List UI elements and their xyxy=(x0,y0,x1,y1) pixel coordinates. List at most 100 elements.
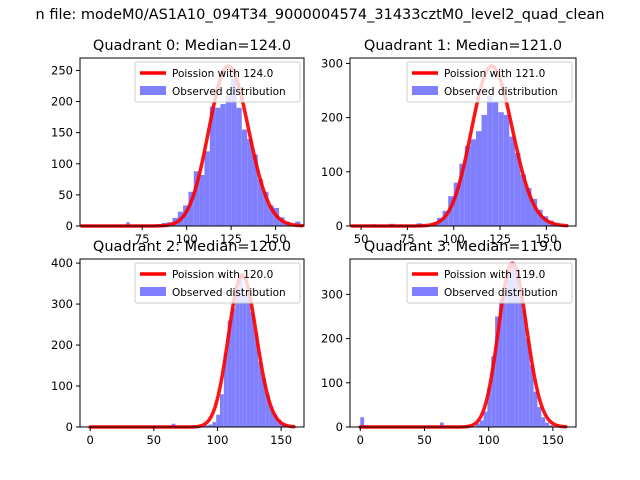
y-tick-label: 300 xyxy=(51,297,73,311)
histogram-bar xyxy=(475,131,482,226)
histogram-bar xyxy=(250,312,255,427)
histogram-bar xyxy=(262,377,266,427)
y-tick-label: 150 xyxy=(51,126,73,140)
y-tick-label: 200 xyxy=(321,111,343,125)
legend-hist-swatch xyxy=(140,86,166,95)
legend-curve-label: Poission with 120.0 xyxy=(172,269,273,281)
x-tick-label: 150 xyxy=(542,433,564,447)
histogram-bar xyxy=(246,289,251,427)
histogram-bar xyxy=(204,425,209,427)
histogram-bar xyxy=(254,332,259,427)
y-tick-label: 250 xyxy=(51,63,73,77)
histogram-bar xyxy=(537,407,542,427)
y-tick-label: 0 xyxy=(336,219,343,233)
legend-box xyxy=(134,61,301,103)
subplot-3: Quadrant 3: Median=119.0 0 50 100 150 0 100 200… xyxy=(321,239,577,447)
legend-hist-swatch xyxy=(140,287,166,296)
histogram-bar xyxy=(268,205,274,226)
histogram-bar xyxy=(241,129,248,226)
histogram-bar xyxy=(199,174,205,226)
legend-box xyxy=(406,61,573,103)
histogram-bar xyxy=(257,179,264,226)
histogram-bar xyxy=(502,289,507,427)
histogram-bar xyxy=(235,289,240,427)
x-tick-label: 50 xyxy=(417,433,432,447)
histogram-bar xyxy=(453,182,460,226)
histogram-bar xyxy=(220,394,224,427)
y-tick-label: 100 xyxy=(321,376,343,390)
y-tick-label: 400 xyxy=(51,256,73,270)
y-tick-label: 0 xyxy=(336,420,343,434)
histogram-bar xyxy=(498,298,503,427)
y-tick-label: 100 xyxy=(321,165,343,179)
histogram-bar xyxy=(531,198,538,226)
subplot-title: Quadrant 2: Median=120.0 xyxy=(93,239,291,255)
histogram-bar xyxy=(518,289,523,427)
histogram-bar xyxy=(514,152,521,226)
histogram-bar xyxy=(509,136,515,226)
histogram-bar xyxy=(522,309,526,427)
histogram-bar xyxy=(545,422,550,427)
histogram-bar xyxy=(239,273,243,427)
histogram-bar xyxy=(510,263,515,427)
histogram-bar xyxy=(225,95,232,226)
subplot-1: Quadrant 1: Median=121.0 50 75 100 125 150 0 10… xyxy=(321,38,577,246)
histogram-bar xyxy=(212,422,217,427)
figure-title: n file: modeM0/AS1A10_094T34_9000004574_… xyxy=(36,7,605,23)
histogram-bar xyxy=(269,406,274,427)
histogram-bar xyxy=(503,114,510,226)
x-tick-label: 75 xyxy=(400,232,415,246)
legend-curve-label: Poission with 124.0 xyxy=(172,68,273,80)
y-tick-label: 0 xyxy=(66,420,73,434)
legend: Poission with 121.0 Observed distribution xyxy=(406,61,573,103)
x-tick-label: 100 xyxy=(443,232,465,246)
histogram-bar xyxy=(525,338,530,427)
legend: Poission with 120.0 Observed distribution xyxy=(134,262,301,304)
x-tick-label: 75 xyxy=(135,232,150,246)
legend-hist-swatch xyxy=(412,287,438,296)
histogram-bar xyxy=(492,101,499,226)
legend-curve-label: Poission with 121.0 xyxy=(444,68,545,80)
histogram-bar xyxy=(247,138,253,226)
histogram-bar xyxy=(216,414,220,427)
legend: Poission with 124.0 Observed distribution xyxy=(134,61,301,103)
histogram-bar xyxy=(498,112,504,226)
histogram-bar xyxy=(541,417,546,427)
histogram-bar xyxy=(242,295,247,427)
histogram-bar xyxy=(215,107,221,226)
histogram-bar xyxy=(273,414,278,427)
histogram-bar xyxy=(491,356,496,427)
x-tick-label: 100 xyxy=(478,433,500,447)
y-tick-label: 300 xyxy=(321,56,343,70)
y-tick-label: 100 xyxy=(51,157,73,171)
histogram-bar xyxy=(487,95,493,226)
histogram-bar xyxy=(209,106,216,226)
histogram-bar xyxy=(204,151,210,226)
x-tick-label: 125 xyxy=(489,232,511,246)
legend-hist-swatch xyxy=(412,86,438,95)
legend-curve-label: Poission with 119.0 xyxy=(444,269,545,281)
x-tick-label: 150 xyxy=(535,232,557,246)
histogram-bar xyxy=(506,276,511,427)
histogram-bar xyxy=(231,308,236,427)
x-tick-label: 50 xyxy=(146,433,161,447)
y-tick-label: 100 xyxy=(51,379,73,393)
histogram-bar xyxy=(126,222,130,226)
legend-hist-label: Observed distribution xyxy=(444,86,558,98)
histogram-bar xyxy=(223,353,228,427)
histogram-bar xyxy=(514,272,519,427)
legend-box xyxy=(134,262,301,304)
histogram-bar xyxy=(439,422,444,427)
histogram-bar xyxy=(495,316,499,427)
subplot-2: Quadrant 2: Median=120.0 0 50 100 150 0 100 200… xyxy=(51,239,305,447)
y-tick-label: 200 xyxy=(321,332,343,346)
histogram-bar xyxy=(481,114,488,226)
histogram-bar xyxy=(263,191,269,226)
histogram-bar xyxy=(220,104,226,226)
histogram-bar xyxy=(208,424,213,427)
histogram-bar xyxy=(448,196,454,226)
y-tick-label: 300 xyxy=(321,287,343,301)
y-tick-label: 200 xyxy=(51,95,73,109)
axes-frame xyxy=(349,57,577,227)
axes-frame xyxy=(79,258,305,428)
